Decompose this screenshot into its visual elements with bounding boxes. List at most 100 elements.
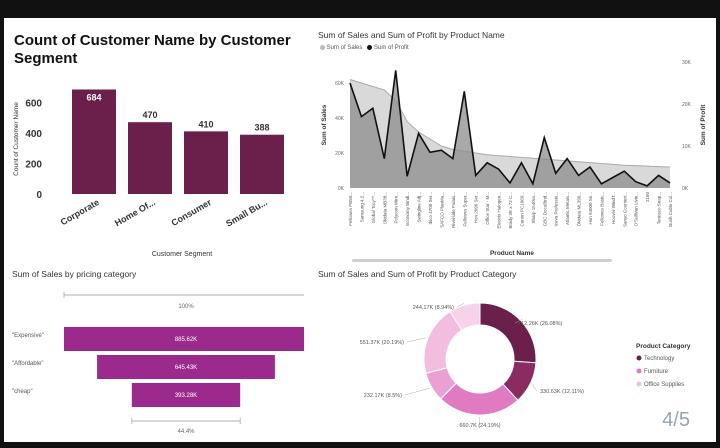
top-percent-label: 100% xyxy=(178,304,194,310)
funnel-category-label: "Expensive" xyxy=(12,333,44,339)
x-tick-label: Brady 3E x 72 C... xyxy=(508,192,513,229)
bar-data-label: 470 xyxy=(142,110,157,120)
legend-sales-label: Sum of Sales xyxy=(326,45,363,52)
x-tick-label: Okidata MB38... xyxy=(382,192,387,224)
left-tick-label: 60K xyxy=(335,81,345,87)
x-axis-label: Customer Segment xyxy=(152,251,212,258)
x-tick-label: Canon PC1060... xyxy=(519,192,524,227)
x-tick-label: Fellowes PB50... xyxy=(348,192,353,226)
category-chart-plot: 712.26K (26.08%) 330.63K (12.11%) 660.7K (… xyxy=(360,302,691,429)
x-tick-label: Hon 94000 Se... xyxy=(588,192,593,225)
legend-marker xyxy=(636,368,642,374)
x-tick-label: Okidata ML390... xyxy=(577,192,582,226)
funnel-category-label: "cheap" xyxy=(12,389,33,395)
slice-data-label: 244.17K (8.94%) xyxy=(413,305,454,311)
bar-data-label: 410 xyxy=(198,119,213,129)
slice-leader-line xyxy=(456,303,465,308)
product-chart-title: Sum of Sales and Sum of Profit by Produc… xyxy=(318,30,505,40)
bar xyxy=(184,131,228,194)
x-tick-label: O'Sullivan Livin... xyxy=(634,192,639,226)
x-tick-label: Small Bu... xyxy=(224,197,269,229)
x-tick-label: Hoover WindT... xyxy=(611,192,616,224)
left-tick-label: 40K xyxy=(335,116,345,122)
legend-title: Product Category xyxy=(636,343,691,350)
y-tick-label: 200 xyxy=(25,159,42,170)
right-axis-label: Sum of Profit xyxy=(700,104,707,146)
profit-area xyxy=(350,70,670,188)
x-tick-label: Office Star - M... xyxy=(485,192,490,225)
legend-label: Furniture xyxy=(644,369,669,375)
x-tick-label: Economy Bindi... xyxy=(405,192,410,226)
customer-segment-chart[interactable]: Count of Customer Name by Customer Segme… xyxy=(4,18,304,258)
x-tick-label: Tennsco Snap... xyxy=(657,192,662,224)
right-tick-label: 30K xyxy=(682,60,692,66)
x-tick-label: Consumer xyxy=(169,197,213,228)
funnel-data-label: 393.28K xyxy=(175,393,197,399)
y-tick-label: 0 xyxy=(36,190,42,201)
funnel-category-label: "Affordable" xyxy=(12,361,44,367)
pricing-chart-plot: 100% 885.62K "Expensive" 645.43K "Affordable… xyxy=(12,292,304,435)
product-category-chart[interactable]: Sum of Sales and Sum of Profit by Produc… xyxy=(312,263,716,442)
pricing-category-chart[interactable]: Sum of Sales by pricing category 100% 885… xyxy=(4,263,304,442)
right-tick-label: 0K xyxy=(682,186,689,192)
right-tick-label: 20K xyxy=(682,102,692,108)
slice-leader-line xyxy=(532,383,538,392)
y-axis-label: Count of Customer Name xyxy=(13,102,20,176)
slice-data-label: 551.37K (20.19%) xyxy=(360,340,405,346)
x-tick-label: Sharp 1540cs... xyxy=(531,192,536,224)
product-name-chart[interactable]: Sum of Sales and Sum of Profit by Produc… xyxy=(312,18,716,263)
y-tick-label: 400 xyxy=(25,129,42,140)
product-chart-plot: 0K 20K 40K 60K 0K 10K 20K 30K Sum of Sales Sum of… xyxy=(321,60,707,262)
x-tick-label: SAFCO PlanMa... xyxy=(439,192,444,228)
x-tick-label: 2160 xyxy=(645,192,650,203)
x-axis-label: Product Name xyxy=(490,250,534,257)
legend-profit-icon xyxy=(367,45,373,50)
x-tick-label: Ibico 4700 Ser... xyxy=(428,192,433,225)
x-tick-label: Riverside Palais... xyxy=(451,192,456,228)
legend-label: Technology xyxy=(644,356,674,362)
x-tick-label: Fellowes Super... xyxy=(462,192,467,227)
funnel-bar xyxy=(97,355,275,379)
horizontal-scrollbar xyxy=(352,259,612,262)
product-chart-legend: Sum of Sales Sum of Profit xyxy=(320,45,409,51)
slice-data-label: 330.63K (12.11%) xyxy=(540,389,584,395)
funnel-bar xyxy=(64,327,304,351)
customer-chart-title: Count of Customer Name by Customer Segme… xyxy=(14,32,291,67)
slice-leader-line xyxy=(406,337,427,343)
report-canvas: Count of Customer Name by Customer Segme… xyxy=(4,18,716,442)
funnel-data-label: 645.43K xyxy=(175,365,197,371)
slice-data-label: 232.17K (8.5%) xyxy=(364,393,402,399)
left-axis-label: Sum of Sales xyxy=(321,104,328,145)
profit-line xyxy=(349,70,671,187)
x-tick-label: Home Of... xyxy=(113,197,157,228)
x-tick-label: Polycom Wire... xyxy=(394,192,399,224)
bottom-percent-label: 44.4% xyxy=(177,429,195,435)
x-tick-label: Iceva Professio... xyxy=(554,192,559,227)
left-tick-label: 20K xyxy=(335,151,345,157)
x-tick-label: Samsung 4.2... xyxy=(359,192,364,222)
x-tick-label: Corporate xyxy=(59,197,101,227)
bar xyxy=(72,89,116,194)
left-tick-label: 0K xyxy=(338,186,345,192)
bar xyxy=(240,134,284,194)
x-tick-label: Atlantic Metals... xyxy=(565,192,570,225)
slice-data-label: 660.7K (24.19%) xyxy=(459,423,500,429)
donut-slice xyxy=(479,302,537,364)
funnel-data-label: 885.62K xyxy=(175,337,197,343)
bar-data-label: 388 xyxy=(254,123,269,133)
x-tick-label: Swingline Adj... xyxy=(417,192,422,223)
x-tick-label: Fellowes Basic... xyxy=(599,192,604,226)
page-number: 4/5 xyxy=(662,409,690,431)
legend-sales-icon xyxy=(320,45,325,50)
slice-data-label: 712.26K (26.08%) xyxy=(518,321,563,327)
y-tick-label: 600 xyxy=(25,98,42,109)
category-chart-title: Sum of Sales and Sum of Profit by Produc… xyxy=(318,269,517,279)
x-tick-label: Hon 2090 Ser... xyxy=(474,192,479,223)
bar xyxy=(128,122,172,194)
slice-leader-line xyxy=(478,416,481,426)
right-tick-label: 10K xyxy=(682,144,692,150)
donut-slice xyxy=(440,382,519,416)
pricing-chart-title: Sum of Sales by pricing category xyxy=(12,269,137,279)
funnel-bar xyxy=(131,383,241,407)
